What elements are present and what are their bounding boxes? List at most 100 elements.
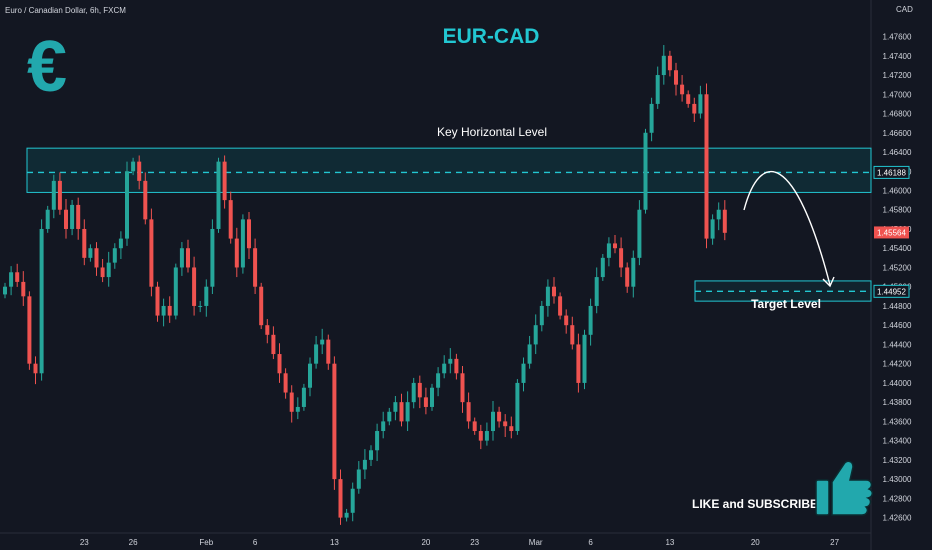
candle-body bbox=[533, 325, 538, 345]
candle-body bbox=[204, 286, 209, 306]
target-price-tag bbox=[873, 284, 910, 298]
candle-body bbox=[283, 373, 288, 393]
candle-body bbox=[558, 296, 563, 316]
candle-body bbox=[527, 344, 532, 364]
candles-group bbox=[3, 45, 727, 525]
candle-body bbox=[692, 103, 697, 114]
candle-body bbox=[606, 243, 611, 258]
candle-body bbox=[70, 204, 75, 229]
candle-body bbox=[186, 248, 190, 268]
time-tick-label: 23 bbox=[470, 538, 479, 547]
candle-body bbox=[405, 402, 410, 422]
candle-body bbox=[39, 228, 44, 374]
candle-body bbox=[308, 363, 312, 388]
candle-body bbox=[484, 431, 489, 441]
candle-body bbox=[588, 305, 593, 335]
projection-arrow bbox=[743, 171, 831, 286]
candle-body bbox=[655, 75, 660, 104]
candle-body bbox=[3, 286, 7, 295]
price-tick-label: 1.46000 bbox=[883, 186, 912, 195]
candle-body bbox=[265, 325, 270, 335]
candle-body bbox=[393, 402, 398, 412]
candle-body bbox=[326, 339, 331, 364]
candle-body bbox=[619, 248, 624, 268]
candle-body bbox=[228, 200, 233, 239]
candle-body bbox=[594, 277, 599, 306]
price-tick-label: 1.43000 bbox=[883, 475, 912, 484]
candle-body bbox=[680, 84, 685, 95]
price-tick-label: 1.46600 bbox=[883, 129, 912, 138]
candle-body bbox=[600, 257, 605, 278]
candle-body bbox=[179, 248, 184, 268]
candle-body bbox=[234, 238, 239, 268]
price-tick-label: 1.43400 bbox=[883, 437, 912, 446]
candle-body bbox=[466, 402, 471, 422]
candle-body bbox=[289, 392, 294, 412]
candle-body bbox=[222, 161, 227, 201]
key-horizontal-zone[interactable] bbox=[26, 147, 872, 193]
price-tick-label: 1.43600 bbox=[883, 417, 912, 426]
candle-body bbox=[570, 325, 575, 345]
candle-body bbox=[613, 243, 617, 249]
current-price-tag bbox=[874, 226, 909, 239]
price-tick-label: 1.43200 bbox=[883, 456, 912, 465]
candle-body bbox=[625, 267, 630, 287]
price-tick-label: 1.46400 bbox=[883, 148, 912, 157]
candle-body bbox=[76, 204, 81, 229]
candle-body bbox=[356, 469, 361, 489]
price-tick-label: 1.47400 bbox=[883, 52, 912, 61]
candle-body bbox=[167, 305, 172, 316]
candle-body bbox=[686, 94, 691, 104]
price-tick-label: 1.44200 bbox=[883, 360, 912, 369]
candle-body bbox=[210, 228, 215, 287]
price-tick-label: 1.42600 bbox=[883, 514, 912, 523]
time-tick-label: 23 bbox=[80, 538, 89, 547]
candle-body bbox=[674, 70, 678, 85]
candle-body bbox=[350, 488, 355, 513]
candle-body bbox=[192, 267, 197, 306]
candle-body bbox=[716, 209, 721, 220]
candle-body bbox=[387, 411, 392, 422]
candle-body bbox=[497, 411, 502, 422]
candle-body bbox=[539, 305, 544, 326]
candle-body bbox=[503, 421, 508, 427]
candle-body bbox=[576, 344, 581, 383]
target-price-tag-text: 1.44952 bbox=[877, 287, 906, 296]
candle-body bbox=[198, 305, 203, 307]
candle-body bbox=[216, 161, 221, 229]
candle-body bbox=[149, 219, 154, 287]
chart-title: EUR-CAD bbox=[443, 25, 540, 48]
time-tick-label: Mar bbox=[529, 538, 543, 547]
candle-body bbox=[253, 248, 258, 287]
candle-body bbox=[112, 248, 117, 263]
candle-body bbox=[430, 387, 434, 407]
candle-body bbox=[338, 479, 343, 518]
candle-body bbox=[643, 132, 648, 210]
time-tick-label: 6 bbox=[588, 538, 593, 547]
candle-body bbox=[45, 209, 50, 229]
time-tick-label: Feb bbox=[199, 538, 213, 547]
candle-body bbox=[344, 512, 349, 518]
candle-body bbox=[15, 272, 20, 282]
candle-body bbox=[442, 363, 447, 374]
price-tick-label: 1.43800 bbox=[883, 398, 912, 407]
candle-body bbox=[51, 180, 56, 210]
key-level-label: Key Horizontal Level bbox=[437, 125, 547, 139]
candle-body bbox=[722, 209, 727, 233]
key-price-tag-text: 1.46188 bbox=[877, 168, 906, 177]
candle-body bbox=[88, 248, 93, 258]
candle-body bbox=[57, 180, 62, 210]
candle-body bbox=[27, 296, 32, 364]
candle-body bbox=[411, 382, 416, 403]
time-tick-label: 20 bbox=[751, 538, 760, 547]
candle-body bbox=[472, 421, 477, 432]
price-tick-label: 1.44600 bbox=[883, 321, 912, 330]
price-tick-label: 1.45800 bbox=[883, 206, 912, 215]
candle-body bbox=[173, 267, 178, 316]
like-subscribe-text: LIKE and SUBSCRIBE bbox=[692, 497, 818, 511]
price-tick-label: 1.45400 bbox=[883, 244, 912, 253]
candle-body bbox=[9, 272, 14, 287]
thumbs-up-icon[interactable] bbox=[815, 460, 873, 516]
price-tick-label: 1.46800 bbox=[883, 110, 912, 119]
